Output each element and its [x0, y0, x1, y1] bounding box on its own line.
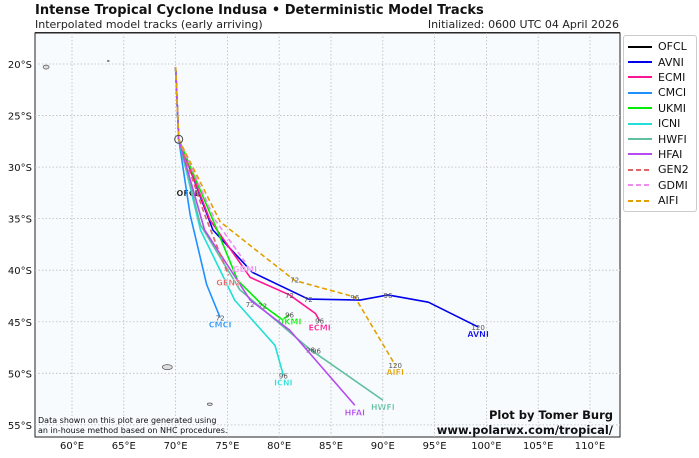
legend-item-hwfi: HWFI: [624, 131, 696, 146]
y-tick-label: 55°S: [8, 421, 32, 432]
legend-swatch: [628, 45, 652, 48]
track-label-ukmi: UKMI: [278, 318, 302, 327]
y-tick-label: 40°S: [8, 266, 32, 277]
forecast-hour-label: 72: [216, 315, 225, 323]
forecast-hour-label: 72: [258, 302, 267, 310]
legend-item-ecmi: ECMI: [624, 70, 696, 85]
track-label-ecmi: ECMI: [308, 324, 330, 333]
legend-label: AIFI: [658, 194, 679, 208]
x-tick-label: 65°E: [112, 441, 136, 452]
y-tick-label: 20°S: [8, 60, 32, 71]
legend: OFCL AVNI ECMI CMCI UKMI ICNI HWFI HFAI GEN2 GDMI…: [623, 35, 697, 213]
footnote: Data shown on this plot are generated us…: [38, 416, 227, 436]
forecast-hour-label: 96: [306, 347, 315, 355]
y-tick-label: 25°S: [8, 112, 32, 123]
footnote-line: an in-house method based on NHC procedur…: [38, 426, 228, 435]
x-tick-label: 95°E: [423, 441, 447, 452]
track-label-aifi: AIFI: [386, 368, 404, 377]
x-tick-label: 105°E: [523, 441, 553, 452]
legend-label: HWFI: [658, 132, 687, 146]
x-tick-label: 100°E: [471, 441, 501, 452]
track-label-cmci: CMCI: [209, 321, 232, 330]
island-land: [42, 64, 50, 70]
forecast-hour-label: 96: [315, 318, 324, 326]
legend-item-hfai: HFAI: [624, 147, 696, 162]
track-label-ofcl: OFCL: [177, 189, 200, 198]
forecast-hour-label: 96: [279, 372, 288, 380]
credit: Plot by Tomer Burg www.polarwx.com/tropic…: [437, 408, 613, 438]
track-label-gdmi: GDMI: [233, 265, 257, 274]
forecast-hour-label: 96: [350, 294, 359, 302]
footnote-line: Data shown on this plot are generated us…: [38, 416, 217, 425]
plot-area: [34, 32, 621, 438]
legend-item-cmci: CMCI: [624, 85, 696, 100]
legend-label: AVNI: [658, 55, 684, 69]
legend-swatch: [628, 199, 652, 202]
forecast-hour-label: 120: [389, 362, 402, 370]
track-label-avni: AVNI: [467, 330, 489, 339]
legend-item-ofcl: OFCL: [624, 39, 696, 54]
legend-swatch: [628, 107, 652, 110]
island-land: [206, 402, 213, 406]
track-label-icni: ICNI: [274, 378, 293, 387]
legend-label: GDMI: [658, 178, 688, 192]
legend-item-gen2: GEN2: [624, 162, 696, 177]
legend-swatch: [628, 153, 652, 156]
track-label-hwfi: HWFI: [371, 403, 395, 412]
init-time: Initialized: 0600 UTC 04 April 2026: [427, 18, 619, 31]
forecast-hour-label: 72: [290, 276, 299, 284]
chart-title: Intense Tropical Cyclone Indusa • Determ…: [35, 3, 484, 18]
x-tick-label: 70°E: [164, 441, 188, 452]
track-label-hfai: HFAI: [345, 408, 365, 417]
legend-swatch: [628, 61, 652, 64]
legend-item-ukmi: UKMI: [624, 101, 696, 116]
legend-swatch: [628, 168, 652, 171]
island-land: [106, 59, 110, 62]
x-tick-label: 60°E: [60, 441, 84, 452]
chart-subtitle: Interpolated model tracks (early arrivin…: [35, 18, 263, 31]
legend-swatch: [628, 138, 652, 141]
y-tick-label: 35°S: [8, 215, 32, 226]
y-tick-label: 45°S: [8, 318, 32, 329]
x-tick-label: 85°E: [319, 441, 343, 452]
forecast-hour-label: 72: [285, 292, 294, 300]
x-tick-label: 90°E: [371, 441, 395, 452]
forecast-hour-label: 96: [285, 312, 294, 320]
legend-label: UKMI: [658, 101, 686, 115]
legend-label: ECMI: [658, 70, 686, 84]
credit-author: Plot by Tomer Burg: [488, 408, 613, 422]
credit-url[interactable]: www.polarwx.com/tropical/: [436, 423, 613, 437]
legend-swatch: [628, 184, 652, 187]
cluster-marker: [174, 134, 184, 144]
legend-label: CMCI: [658, 86, 687, 100]
legend-item-gdmi: GDMI: [624, 178, 696, 193]
legend-label: ICNI: [658, 117, 681, 131]
legend-item-aifi: AIFI: [624, 193, 696, 208]
x-tick-label: 110°E: [575, 441, 605, 452]
forecast-hour-label: 72: [246, 301, 255, 309]
y-tick-label: 50°S: [8, 369, 32, 380]
forecast-hour-label: 96: [312, 348, 321, 356]
legend-swatch: [628, 122, 652, 125]
x-tick-label: 75°E: [215, 441, 239, 452]
forecast-hour-label: 72: [304, 296, 313, 304]
legend-label: GEN2: [658, 163, 689, 177]
forecast-hour-label: 120: [471, 324, 484, 332]
y-tick-label: 30°S: [8, 163, 32, 174]
legend-item-avni: AVNI: [624, 54, 696, 69]
track-aifi: [174, 67, 396, 366]
track-label-gen2: GEN2: [216, 278, 240, 287]
legend-swatch: [628, 76, 652, 79]
legend-swatch: [628, 91, 652, 94]
island-land: [161, 364, 173, 370]
legend-item-icni: ICNI: [624, 116, 696, 131]
legend-label: HFAI: [658, 147, 683, 161]
forecast-hour-label: 96: [384, 292, 393, 300]
x-tick-label: 80°E: [267, 441, 291, 452]
legend-label: OFCL: [658, 40, 687, 54]
